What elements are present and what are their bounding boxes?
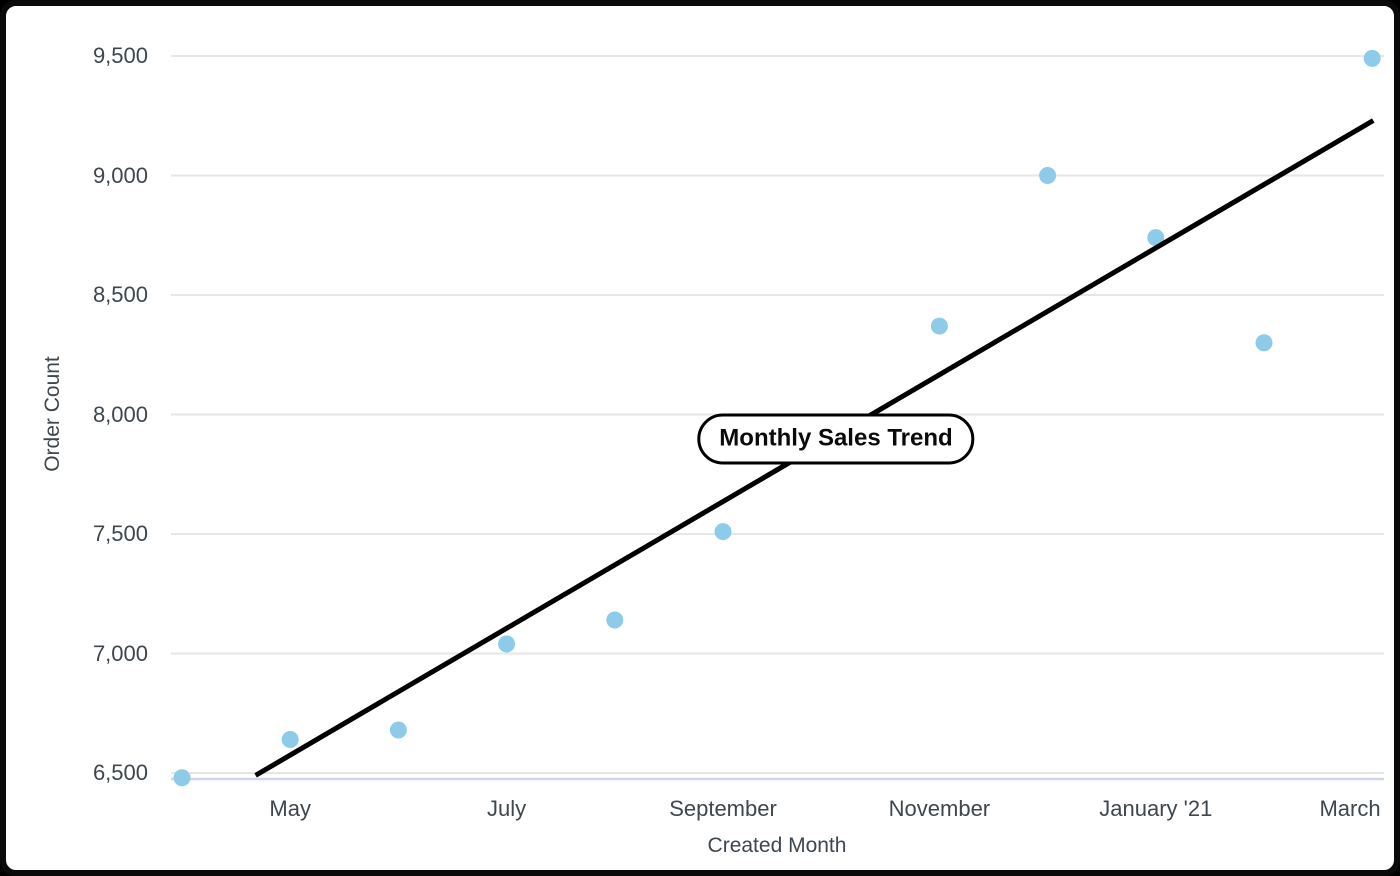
- data-point[interactable]: [1039, 167, 1057, 184]
- data-point[interactable]: [606, 611, 624, 629]
- y-tick-label: 6,500: [92, 760, 148, 785]
- y-tick-label: 7,500: [92, 521, 148, 546]
- data-point[interactable]: [1255, 334, 1273, 352]
- x-tick-label: January '21: [1099, 796, 1213, 821]
- y-tick-label: 9,500: [92, 43, 148, 68]
- x-tick-label: March: [1319, 796, 1381, 821]
- x-tick-label: July: [487, 796, 527, 821]
- y-tick-label: 7,000: [92, 640, 148, 666]
- data-point[interactable]: [173, 769, 191, 787]
- data-point[interactable]: [930, 317, 948, 335]
- data-point[interactable]: [389, 721, 407, 739]
- x-axis-title: Created Month: [707, 834, 847, 857]
- gridlines: [171, 55, 1384, 781]
- y-tick-label: 9,000: [92, 162, 148, 188]
- data-point[interactable]: [498, 635, 516, 653]
- scatter-points: [173, 49, 1381, 787]
- x-tick-label: May: [269, 796, 311, 821]
- y-tick-label: 8,500: [92, 282, 148, 307]
- data-point[interactable]: [714, 523, 732, 541]
- y-axis-title: Order Count: [41, 356, 64, 472]
- data-point[interactable]: [281, 731, 299, 749]
- x-tick-label: November: [888, 796, 991, 821]
- x-tick-label: September: [669, 796, 777, 821]
- chart-title-label: Monthly Sales Trend: [697, 413, 975, 465]
- data-point[interactable]: [1363, 49, 1381, 67]
- y-tick-label: 8,000: [92, 401, 148, 427]
- data-point[interactable]: [1147, 229, 1165, 247]
